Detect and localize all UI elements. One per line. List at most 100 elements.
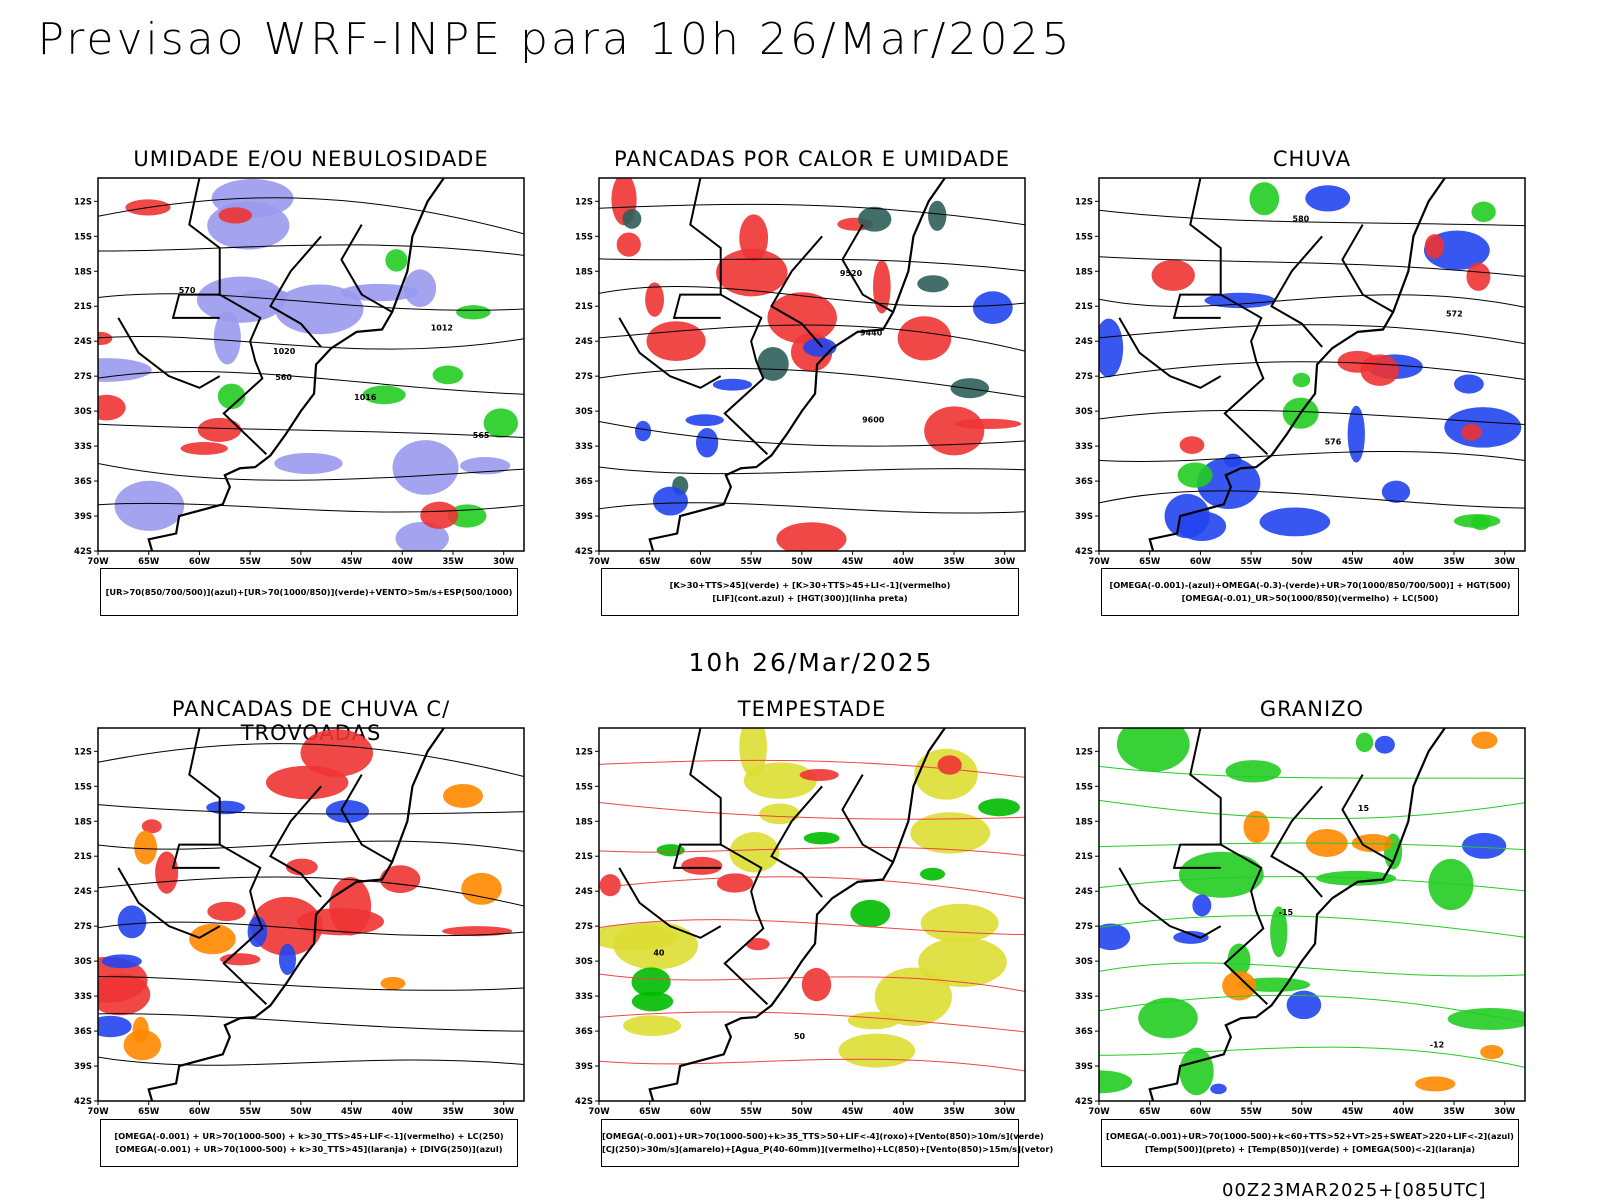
field-fill xyxy=(920,867,946,881)
legend-text: [UR>70(850/700/500)](azul)+[UR>70(1000/8… xyxy=(105,586,513,597)
lon-tick-label: 50W xyxy=(1291,557,1313,567)
lat-tick-label: 39S xyxy=(74,1062,92,1072)
field-fill xyxy=(910,812,991,854)
country-border xyxy=(219,293,268,455)
coastline xyxy=(147,178,446,551)
contour-line xyxy=(1099,490,1525,509)
lon-tick-label: 60W xyxy=(189,557,211,567)
lon-tick-label: 30W xyxy=(493,1107,515,1117)
contour-label: 565 xyxy=(473,431,490,440)
field-fill xyxy=(98,331,113,346)
lon-tick-label: 70W xyxy=(1088,557,1110,567)
contour-line xyxy=(599,919,1025,936)
contour-line xyxy=(98,1056,524,1066)
field-fill xyxy=(924,406,985,456)
contour-label: 40 xyxy=(653,948,665,957)
legend-box: [OMEGA(-0.001)+UR>70(1000-500)+k<60+TTS>… xyxy=(1101,1119,1519,1167)
lat-tick-label: 24S xyxy=(1075,887,1093,897)
lat-tick-label: 18S xyxy=(74,267,92,277)
lat-tick-label: 30S xyxy=(1075,957,1093,967)
legend-text: [OMEGA(-0.001)-(azul)+OMEGA(-0.3)-(verde… xyxy=(1109,580,1511,590)
lat-tick-label: 21S xyxy=(74,302,92,312)
contour-label: 572 xyxy=(1446,310,1463,319)
lon-tick-label: 35W xyxy=(1443,557,1465,567)
legend-text: [OMEGA(-0.001) + UR>70(1000-500) + k>30_… xyxy=(114,1131,504,1141)
contour-line xyxy=(599,324,1025,352)
field-fill xyxy=(300,729,374,777)
coastline xyxy=(648,728,947,1101)
contour-line xyxy=(599,203,1025,226)
contour-line xyxy=(98,463,524,481)
panel-title: TEMPESTADE xyxy=(737,697,887,721)
contour-line xyxy=(599,258,1025,272)
lon-tick-label: 55W xyxy=(240,557,262,567)
contour-line xyxy=(599,466,1025,475)
contour-line xyxy=(599,285,1025,307)
field-fill xyxy=(1249,182,1280,216)
field-fill xyxy=(1351,834,1394,853)
lat-tick-label: 39S xyxy=(1075,1062,1093,1072)
field-fill xyxy=(403,269,437,308)
lon-tick-label: 40W xyxy=(893,557,915,567)
lat-tick-label: 18S xyxy=(575,267,593,277)
lon-tick-label: 50W xyxy=(290,1107,312,1117)
contour-line xyxy=(1099,294,1525,308)
field-fill xyxy=(1227,943,1251,977)
lat-tick-label: 18S xyxy=(74,817,92,827)
lon-tick-label: 40W xyxy=(1393,557,1415,567)
lat-tick-label: 39S xyxy=(575,1062,593,1072)
lon-tick-label: 70W xyxy=(588,1107,610,1117)
contour-line xyxy=(98,840,524,852)
legend-box: [OMEGA(-0.001)-(azul)+OMEGA(-0.3)-(verde… xyxy=(1101,568,1519,616)
field-fill xyxy=(1225,760,1281,783)
contour-label: 9440 xyxy=(860,328,883,337)
lat-tick-label: 27S xyxy=(1075,372,1093,382)
lon-tick-label: 55W xyxy=(741,1107,763,1117)
field-fill xyxy=(681,856,723,875)
country-border xyxy=(117,867,221,939)
field-fill xyxy=(1462,832,1507,859)
lat-tick-label: 36S xyxy=(74,1027,92,1037)
field-fill xyxy=(776,522,847,551)
field-fill xyxy=(695,427,719,458)
lon-tick-label: 50W xyxy=(1291,1107,1313,1117)
field-fill xyxy=(1374,735,1395,754)
coastline xyxy=(147,728,446,1101)
lat-tick-label: 36S xyxy=(575,477,593,487)
contour-line xyxy=(98,293,524,311)
lon-tick-label: 40W xyxy=(392,557,414,567)
field-fill xyxy=(1099,1070,1133,1094)
panel-title: GRANIZO xyxy=(1259,697,1365,721)
lat-tick-label: 33S xyxy=(74,992,92,1002)
field-fill xyxy=(1179,1047,1214,1096)
field-fill xyxy=(858,206,892,232)
field-fill xyxy=(1471,201,1496,223)
lon-tick-label: 65W xyxy=(639,557,661,567)
field-fill xyxy=(442,783,484,808)
valid-time-label: 10h 26/Mar/2025 xyxy=(688,648,934,677)
field-fill xyxy=(285,858,318,876)
field-fill xyxy=(101,954,142,969)
contour-line xyxy=(1099,994,1525,1023)
lon-tick-label: 45W xyxy=(842,1107,864,1117)
map-panel: 40 50 12S 15S 18S 21S 24S 27S 30S 33S 36S 39S 42S 70W… xyxy=(575,727,1026,1117)
contour-line xyxy=(1099,450,1525,462)
country-border xyxy=(1341,774,1394,863)
field-fill xyxy=(1151,259,1195,291)
map-frame xyxy=(1098,177,1526,552)
field-fill xyxy=(799,768,839,781)
field-fill xyxy=(362,385,406,405)
lon-tick-label: 30W xyxy=(994,557,1016,567)
lat-tick-label: 36S xyxy=(1075,1027,1093,1037)
lat-tick-label: 24S xyxy=(74,337,92,347)
field-fill xyxy=(1222,970,1257,1001)
field-fill xyxy=(250,896,323,956)
field-fill xyxy=(1270,906,1288,958)
coastline xyxy=(1148,728,1447,1101)
field-fill xyxy=(937,755,962,775)
lat-tick-label: 42S xyxy=(74,1097,92,1107)
lon-tick-label: 40W xyxy=(1393,1107,1415,1117)
contour-line xyxy=(1099,209,1525,227)
map-svg: -12 -15 15 12S 15S 18S 21S 24S 27S 30S 33S 36S 39S 42… xyxy=(1075,727,1526,1117)
country-border xyxy=(171,728,221,869)
